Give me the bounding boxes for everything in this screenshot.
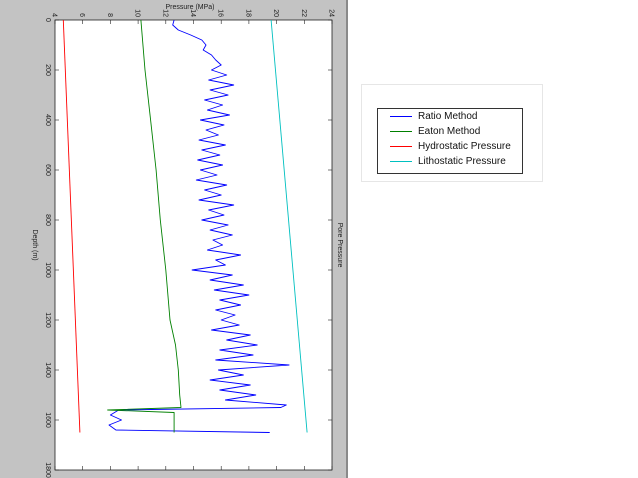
tick-layer: 4 6 8 10 12 14 16 18 20 22 24 0 200 400 600 800 1000 1200… [44,9,335,478]
series-layer [62,19,308,433]
legend-item-eaton: Eaton Method [378,124,522,139]
right-axis-title: Pore Pressure [336,223,343,268]
legend-label-lithostatic: Lithostatic Pressure [418,156,506,167]
pressure-tick-label-24: 24 [328,9,335,17]
legend-swatch-hydrostatic [390,146,412,147]
depth-tick-label-200: 200 [44,64,51,76]
pressure-tick-label-22: 22 [300,9,307,17]
series-line-lithostatic-pressure [270,19,308,433]
legend-item-lithostatic: Lithostatic Pressure [378,154,522,169]
pressure-tick-label-4: 4 [51,13,58,17]
legend-panel: Ratio Method Eaton Method Hydrostatic Pr… [361,84,543,182]
legend-swatch-ratio [390,116,412,117]
series-line-ratio-method [108,19,290,433]
depth-tick-label-800: 800 [44,214,51,226]
pressure-tick-label-6: 6 [78,13,85,17]
plot-area [54,19,333,471]
pressure-tick-label-14: 14 [189,9,196,17]
x-axis-title: Depth (m) [31,229,38,260]
depth-tick-label-1000: 1000 [44,262,51,278]
legend-label-ratio: Ratio Method [418,111,478,122]
legend-label-eaton: Eaton Method [418,126,481,137]
pressure-tick-label-10: 10 [134,9,141,17]
pore-pressure-chart: 4 6 8 10 12 14 16 18 20 22 24 0 200 400 600 800 1000 1200… [31,4,343,478]
depth-tick-label-1600: 1600 [44,412,51,428]
pressure-tick-label-20: 20 [272,9,279,17]
depth-tick-label-1800: 1800 [44,462,51,478]
depth-tick-label-1200: 1200 [44,312,51,328]
depth-tick-label-400: 400 [44,114,51,126]
legend-label-hydrostatic: Hydrostatic Pressure [418,141,511,152]
y-axis-title: Pressure (MPa) [165,4,214,11]
figure-window-edge [346,0,348,478]
series-line-hydrostatic-pressure [62,19,81,433]
legend-swatch-lithostatic [390,161,412,162]
pressure-tick-label-12: 12 [161,9,168,17]
depth-tick-label-600: 600 [44,164,51,176]
pressure-tick-label-16: 16 [217,9,224,17]
pressure-tick-label-8: 8 [106,13,113,17]
legend: Ratio Method Eaton Method Hydrostatic Pr… [377,108,523,174]
series-line-eaton-method [107,19,182,433]
legend-item-hydrostatic: Hydrostatic Pressure [378,139,522,154]
legend-swatch-eaton [390,131,412,132]
pressure-tick-label-18: 18 [244,9,251,17]
legend-item-ratio: Ratio Method [378,109,522,124]
depth-tick-label-0: 0 [44,18,51,22]
depth-tick-label-1400: 1400 [44,362,51,378]
